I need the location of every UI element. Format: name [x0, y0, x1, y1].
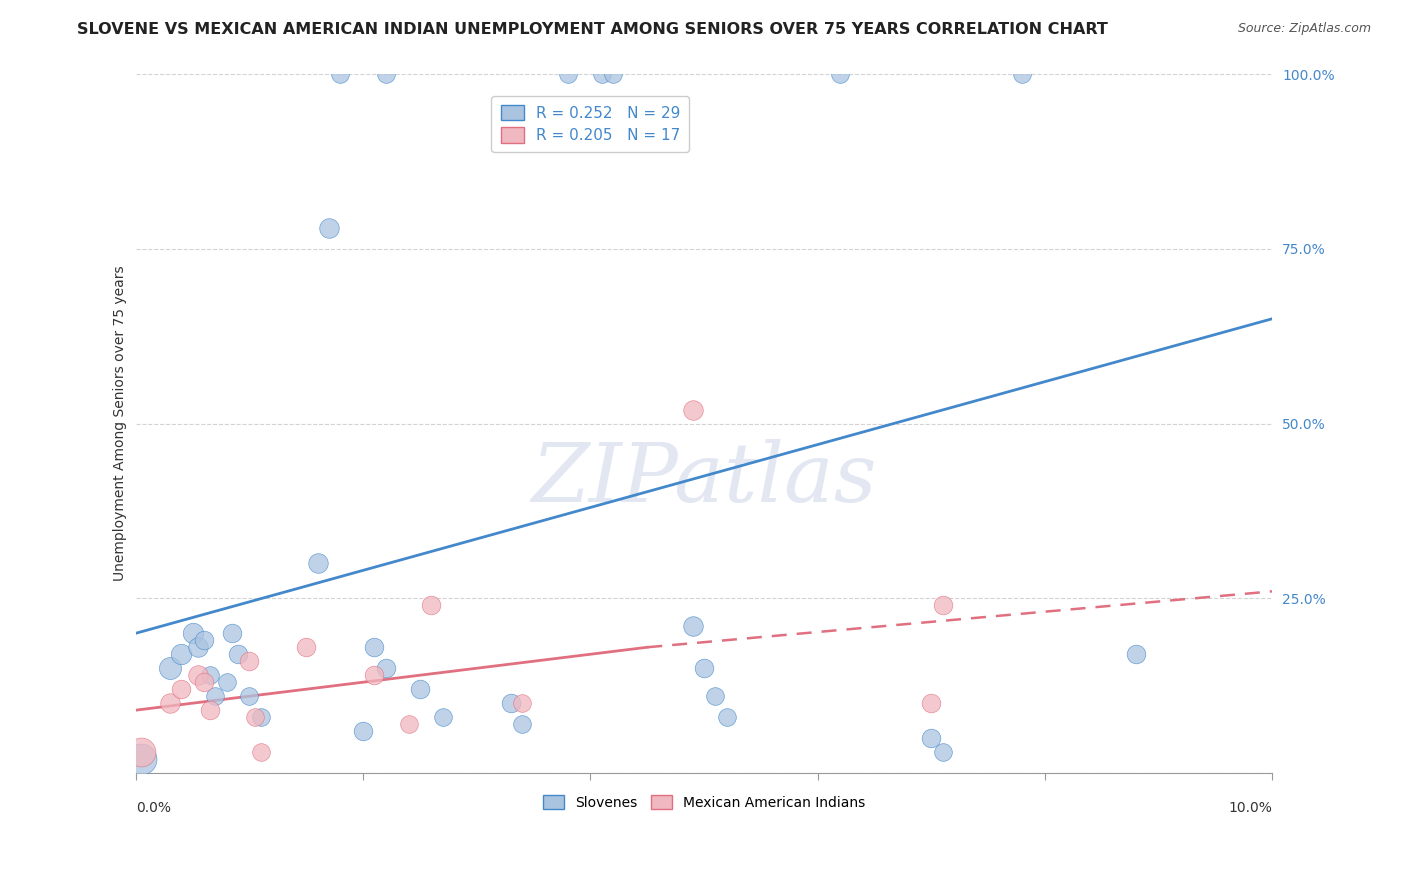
Point: [249, 710, 271, 724]
Point: [682, 402, 704, 417]
Point: [920, 731, 942, 746]
Text: Source: ZipAtlas.com: Source: ZipAtlas.com: [1237, 22, 1371, 36]
Point: [221, 626, 243, 640]
Text: 10.0%: 10.0%: [1229, 801, 1272, 815]
Point: [932, 599, 955, 613]
Point: [1125, 647, 1147, 661]
Point: [704, 689, 727, 703]
Point: [198, 668, 221, 682]
Point: [830, 67, 852, 81]
Point: [432, 710, 454, 724]
Point: [602, 67, 624, 81]
Point: [420, 599, 443, 613]
Point: [159, 661, 181, 675]
Point: [238, 654, 260, 668]
Point: [238, 689, 260, 703]
Point: [204, 689, 226, 703]
Point: [243, 710, 266, 724]
Point: [318, 220, 340, 235]
Y-axis label: Unemployment Among Seniors over 75 years: Unemployment Among Seniors over 75 years: [114, 266, 128, 582]
Point: [591, 67, 613, 81]
Point: [374, 67, 396, 81]
Text: ZIPatlas: ZIPatlas: [531, 440, 877, 519]
Text: SLOVENE VS MEXICAN AMERICAN INDIAN UNEMPLOYMENT AMONG SENIORS OVER 75 YEARS CORR: SLOVENE VS MEXICAN AMERICAN INDIAN UNEMP…: [77, 22, 1108, 37]
Point: [329, 67, 352, 81]
Point: [363, 640, 385, 655]
Point: [510, 717, 533, 731]
Point: [693, 661, 716, 675]
Point: [187, 640, 209, 655]
Point: [409, 682, 432, 697]
Point: [159, 696, 181, 710]
Point: [374, 661, 396, 675]
Point: [920, 696, 942, 710]
Point: [193, 633, 215, 648]
Legend: Slovenes, Mexican American Indians: Slovenes, Mexican American Indians: [537, 789, 870, 815]
Point: [170, 647, 193, 661]
Text: 0.0%: 0.0%: [136, 801, 170, 815]
Point: [363, 668, 385, 682]
Point: [131, 752, 153, 766]
Point: [187, 668, 209, 682]
Point: [307, 557, 329, 571]
Point: [716, 710, 738, 724]
Point: [226, 647, 249, 661]
Point: [557, 67, 579, 81]
Point: [295, 640, 318, 655]
Point: [193, 675, 215, 690]
Point: [352, 724, 374, 739]
Point: [249, 745, 271, 759]
Point: [682, 619, 704, 633]
Point: [170, 682, 193, 697]
Point: [499, 696, 522, 710]
Point: [198, 703, 221, 717]
Point: [181, 626, 204, 640]
Point: [510, 696, 533, 710]
Point: [398, 717, 420, 731]
Point: [1011, 67, 1033, 81]
Point: [932, 745, 955, 759]
Point: [131, 745, 153, 759]
Point: [215, 675, 238, 690]
